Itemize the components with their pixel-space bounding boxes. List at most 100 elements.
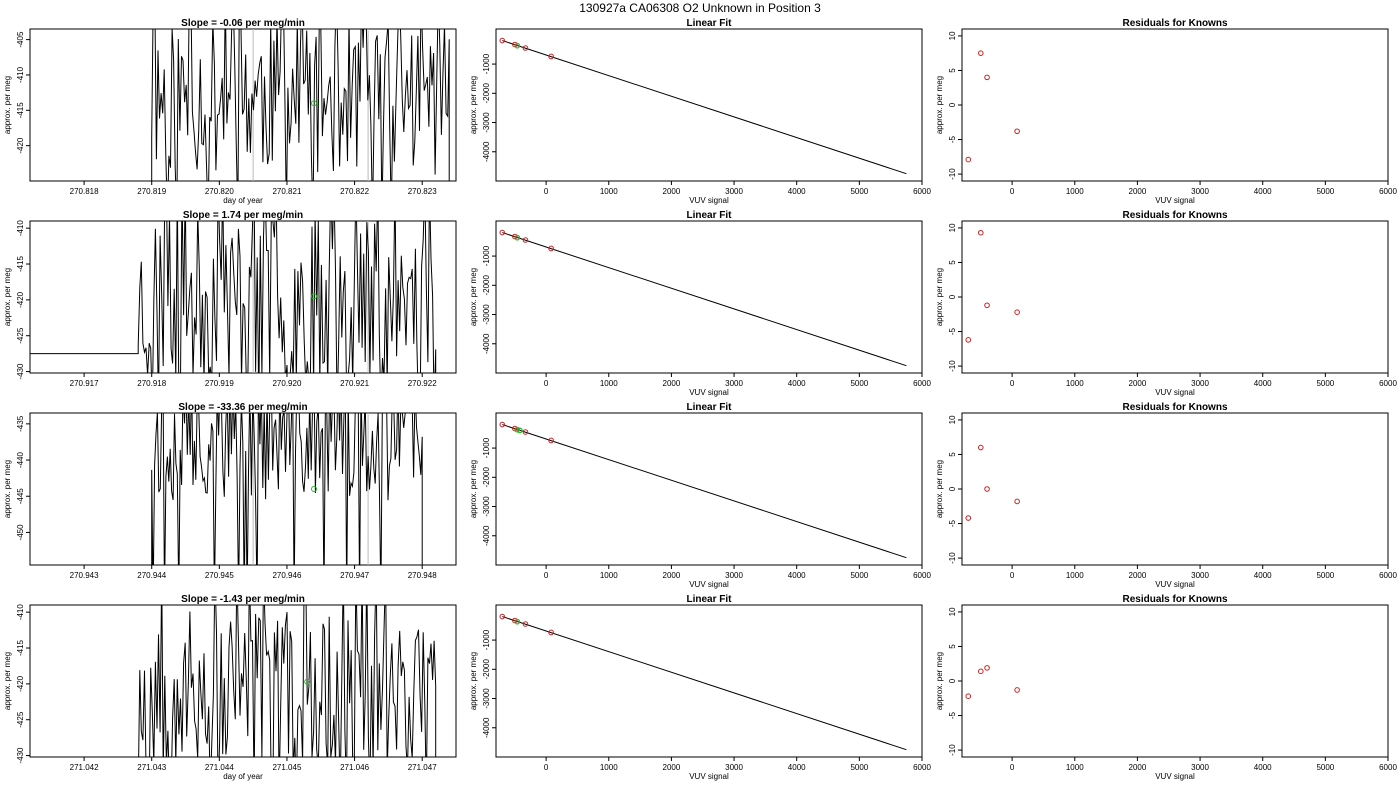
- y-tick-label: -405: [16, 31, 25, 48]
- known-point: [548, 437, 554, 444]
- unknown-mean-point: [311, 486, 317, 492]
- x-tick-label: 270.917: [70, 379, 99, 388]
- y-tick-label: -10: [948, 744, 957, 756]
- x-tick-label: 3000: [1191, 763, 1209, 772]
- y-axis-label: approx. per meg: [935, 268, 944, 326]
- unknown-mean-point: [311, 100, 317, 107]
- unknown-point: [514, 42, 521, 49]
- plot-frame: [961, 28, 1389, 182]
- y-axis-label: approx. per meg: [3, 460, 12, 518]
- known-point: [984, 74, 990, 81]
- x-axis-label: VUV signal: [1155, 388, 1195, 397]
- plot-frame: [29, 28, 457, 182]
- x-tick-label: 2000: [663, 763, 681, 772]
- panel-title: Residuals for Knowns: [1122, 18, 1227, 29]
- known-point: [499, 229, 506, 236]
- known-point: [984, 302, 990, 309]
- unknown-point: [516, 427, 523, 434]
- panel-3-2: Residuals for Knowns 0 1000 2000 3000 4000 500…: [935, 594, 1397, 781]
- fit-line: [502, 40, 907, 175]
- panel-0-2: Residuals for Knowns 0 1000 2000 3000 4000 500…: [935, 18, 1397, 205]
- panel-1-0: Slope = 1.74 per meg/min 270.917 270.918 27…: [3, 210, 457, 388]
- x-tick-label: 270.819: [137, 187, 166, 196]
- y-tick-label: -5: [948, 519, 957, 527]
- panel-3-1: Linear Fit 0 1000 2000 3000 4000 5000 6000 -1000…: [469, 594, 931, 781]
- measurement-trace: [30, 605, 437, 757]
- y-tick-label: -445: [16, 488, 25, 505]
- x-tick-label: 270.944: [137, 571, 166, 580]
- fit-line: [502, 616, 907, 751]
- known-point: [522, 429, 529, 435]
- plot-frame: [961, 604, 1389, 758]
- x-tick-label: 5000: [1316, 187, 1334, 196]
- y-tick-label: 5: [948, 68, 957, 73]
- panel-title: Linear Fit: [686, 594, 732, 605]
- known-point: [1014, 687, 1020, 693]
- y-axis-label: approx. per meg: [935, 652, 944, 710]
- panel-2-0: Slope = -33.36 per meg/min 270.943 270.944…: [3, 402, 457, 580]
- x-axis-label: day of year: [223, 196, 263, 205]
- x-tick-label: 0: [544, 763, 549, 772]
- measurement-trace: [30, 221, 437, 373]
- known-point: [965, 693, 972, 700]
- x-tick-label: 271.044: [205, 763, 234, 772]
- x-tick-label: 3000: [725, 379, 743, 388]
- x-axis-label: VUV signal: [689, 388, 729, 397]
- x-tick-label: 6000: [1379, 571, 1397, 580]
- x-tick-label: 1000: [1066, 763, 1084, 772]
- y-tick-label: -410: [16, 604, 25, 621]
- x-tick-label: 5000: [850, 571, 868, 580]
- y-tick-label: -410: [16, 66, 25, 83]
- known-point: [548, 245, 554, 252]
- x-tick-label: 2000: [663, 187, 681, 196]
- x-tick-label: 4000: [1254, 571, 1272, 580]
- x-tick-label: 3000: [1191, 379, 1209, 388]
- known-point: [522, 45, 529, 51]
- x-tick-label: 0: [544, 187, 549, 196]
- x-tick-label: 0: [544, 571, 549, 580]
- y-tick-label: 10: [948, 415, 957, 424]
- x-tick-label: 6000: [913, 571, 931, 580]
- x-tick-label: 4000: [788, 379, 806, 388]
- y-tick-label: -4000: [482, 333, 491, 354]
- x-tick-label: 6000: [913, 763, 931, 772]
- y-tick-label: 5: [948, 260, 957, 265]
- x-tick-label: 270.948: [408, 571, 437, 580]
- y-tick-label: -4000: [482, 717, 491, 738]
- x-tick-label: 5000: [1316, 379, 1334, 388]
- y-tick-label: -2000: [482, 83, 491, 104]
- x-tick-label: 270.821: [272, 187, 301, 196]
- x-tick-label: 4000: [788, 763, 806, 772]
- y-tick-label: -2000: [482, 467, 491, 488]
- panel-title: Slope = 1.74 per meg/min: [183, 210, 303, 221]
- unknown-mean-point: [311, 293, 317, 300]
- y-tick-label: 10: [948, 607, 957, 616]
- measurement-trace: [151, 413, 423, 565]
- y-tick-label: -420: [16, 675, 25, 692]
- y-tick-label: -1000: [482, 53, 491, 74]
- y-tick-label: -3000: [482, 688, 491, 709]
- panel-title: Residuals for Knowns: [1122, 402, 1227, 413]
- y-axis-label: approx. per meg: [469, 268, 478, 326]
- x-tick-label: 1000: [1066, 571, 1084, 580]
- x-tick-label: 0: [1010, 379, 1015, 388]
- x-tick-label: 3000: [725, 571, 743, 580]
- x-tick-label: 270.922: [408, 379, 437, 388]
- x-tick-label: 270.820: [205, 187, 234, 196]
- y-tick-label: -3000: [482, 112, 491, 133]
- panel-title: Linear Fit: [686, 402, 732, 413]
- y-tick-label: -420: [16, 291, 25, 308]
- y-axis-label: approx. per meg: [3, 652, 12, 710]
- panel-2-1: Linear Fit 0 1000 2000 3000 4000 5000 6000 -1000…: [469, 402, 931, 589]
- x-tick-label: 2000: [663, 379, 681, 388]
- y-tick-label: -10: [948, 552, 957, 564]
- x-tick-label: 3000: [725, 187, 743, 196]
- x-tick-label: 271.043: [137, 763, 166, 772]
- x-tick-label: 271.045: [272, 763, 301, 772]
- y-tick-label: -420: [16, 137, 25, 154]
- x-tick-label: 5000: [850, 763, 868, 772]
- unknown-point: [514, 426, 521, 433]
- y-tick-label: -2000: [482, 275, 491, 296]
- x-tick-label: 271.042: [70, 763, 99, 772]
